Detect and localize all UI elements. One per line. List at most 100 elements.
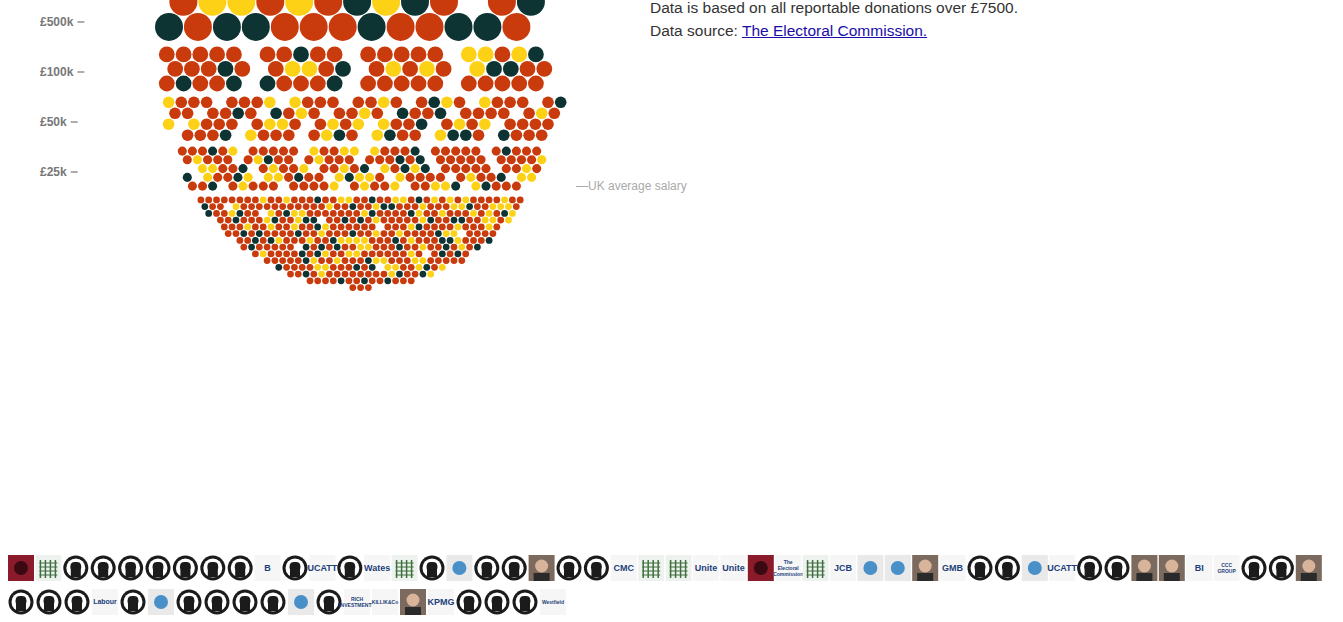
- donation-bubble: [408, 197, 415, 204]
- donation-bubble: [447, 250, 454, 257]
- donation-bubble: [458, 244, 465, 251]
- donation-bubble: [522, 147, 531, 156]
- github-icon-inner: [231, 559, 250, 578]
- donation-bubble: [423, 210, 430, 217]
- donation-bubble: [400, 164, 409, 173]
- contributor: [200, 556, 225, 581]
- donation-bubble: [517, 197, 524, 204]
- donation-bubble: [182, 107, 194, 119]
- donation-bubble: [349, 230, 356, 237]
- donation-bubble: [423, 264, 430, 271]
- donation-bubble: [439, 237, 446, 244]
- contributor: [557, 556, 582, 581]
- donation-bubble: [409, 107, 421, 119]
- donation-bubble: [279, 244, 286, 251]
- donation-bubble: [497, 155, 506, 164]
- donation-bubble: [303, 203, 310, 210]
- donation-bubble: [427, 230, 434, 237]
- avatar-body: [405, 607, 421, 615]
- donation-bubble: [357, 217, 364, 224]
- donation-bubble: [511, 76, 527, 92]
- donation-bubble: [233, 203, 240, 210]
- donation-bubble: [476, 155, 485, 164]
- github-icon-inner: [1108, 559, 1127, 578]
- donation-bubble: [264, 217, 271, 224]
- donation-bubble: [346, 107, 358, 119]
- donation-bubble: [205, 210, 212, 217]
- github-icon: [173, 556, 198, 581]
- donation-bubble: [431, 264, 438, 271]
- parliament-logo: [35, 555, 61, 581]
- github-icon-inner: [320, 593, 339, 612]
- donation-bubble: [338, 277, 345, 284]
- logo-text: TheElectoralCommission: [773, 559, 803, 577]
- github-icon-body: [324, 596, 335, 611]
- donation-bubble: [223, 173, 232, 182]
- logo-text: CMC: [614, 563, 635, 573]
- donation-bubble: [260, 76, 276, 92]
- donation-bubble: [385, 155, 394, 164]
- source-link[interactable]: The Electoral Commission.: [742, 22, 927, 39]
- donation-bubble: [342, 230, 349, 237]
- logo-mark: [452, 561, 466, 575]
- donation-bubble: [498, 129, 510, 141]
- donation-bubble: [372, 0, 400, 16]
- donation-bubble: [523, 107, 535, 119]
- donation-bubble: [283, 250, 290, 257]
- donation-bubble: [342, 257, 349, 264]
- donation-bubble: [390, 147, 399, 156]
- parliament-logo: [638, 555, 664, 581]
- donation-bubble: [209, 47, 225, 63]
- donation-bubble: [330, 264, 337, 271]
- donation-bubble: [198, 147, 207, 156]
- donation-bubble: [291, 224, 298, 231]
- donation-bubble: [455, 237, 462, 244]
- donation-bubble: [517, 118, 529, 130]
- donation-bubble: [304, 155, 313, 164]
- donation-bubble: [238, 164, 247, 173]
- donation-bubble: [176, 47, 192, 63]
- donation-bubble: [349, 257, 356, 264]
- donation-bubble: [229, 224, 236, 231]
- github-icon-body: [125, 562, 136, 577]
- donation-bubble: [335, 155, 344, 164]
- donation-bubble: [474, 203, 481, 210]
- donation-bubble: [365, 173, 374, 182]
- avatar-photo: [1159, 555, 1185, 581]
- logo-text: Wates: [364, 563, 390, 573]
- donation-bubble: [259, 164, 268, 173]
- donation-bubble: [507, 155, 516, 164]
- donation-bubble: [225, 230, 232, 237]
- donation-bubble: [371, 129, 383, 141]
- donation-bubble: [198, 197, 205, 204]
- donation-bubble: [443, 203, 450, 210]
- donation-bubble: [361, 237, 368, 244]
- donation-bubble: [258, 129, 270, 141]
- donation-bubble: [373, 257, 380, 264]
- logo-text: UCATT: [307, 563, 337, 573]
- github-icon: [146, 556, 171, 581]
- donation-bubble: [371, 107, 383, 119]
- donation-bubble: [303, 271, 310, 278]
- donation-bubble: [527, 155, 536, 164]
- github-icon-body: [481, 562, 492, 577]
- donation-bubble: [353, 237, 360, 244]
- donation-bubble: [248, 230, 255, 237]
- donation-bubble: [466, 203, 473, 210]
- contributor: [392, 555, 418, 581]
- donation-bubble: [334, 244, 341, 251]
- donation-bubble: [458, 257, 465, 264]
- donation-bubble: [237, 224, 244, 231]
- parliament-bar: [642, 575, 660, 576]
- donation-bubble: [380, 147, 389, 156]
- donation-bubble: [478, 224, 485, 231]
- github-icon: [420, 556, 445, 581]
- github-icon: [474, 556, 499, 581]
- donation-bubble: [276, 47, 292, 63]
- donation-bubble: [396, 244, 403, 251]
- donation-bubble: [318, 61, 334, 77]
- donation-bubble: [264, 96, 276, 108]
- donation-bubble: [314, 250, 321, 257]
- github-icon: [968, 556, 993, 581]
- donation-bubble: [310, 244, 317, 251]
